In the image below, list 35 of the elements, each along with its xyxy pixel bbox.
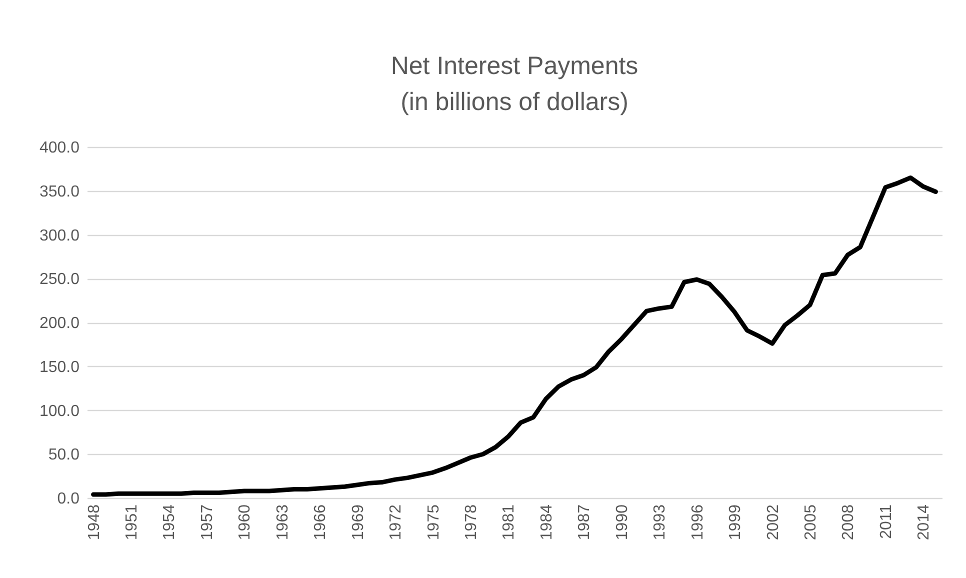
x-tick-label: 1972 xyxy=(388,504,405,540)
x-tick-label: 2008 xyxy=(840,504,858,540)
x-tick-label: 1957 xyxy=(198,504,216,540)
x-tick-label: 1975 xyxy=(425,504,442,540)
y-tick-label: 250.0 xyxy=(39,271,80,288)
x-tick-label: 1981 xyxy=(500,504,518,540)
x-tick-label: 1948 xyxy=(86,504,103,540)
y-tick-label: 200.0 xyxy=(39,315,80,332)
x-tick-label: 1999 xyxy=(727,504,744,540)
y-tick-label: 100.0 xyxy=(39,402,80,420)
x-tick-label: 1963 xyxy=(274,504,292,540)
text: Net Interest Payments xyxy=(390,52,638,80)
x-tick-label: 1951 xyxy=(124,504,141,540)
y-tick-label: 150.0 xyxy=(39,358,80,376)
x-tick-label: 2005 xyxy=(802,504,820,540)
x-tick-label: 1978 xyxy=(462,504,480,540)
y-tick-label: 350.0 xyxy=(39,183,80,200)
x-tick-label: 1960 xyxy=(236,504,254,540)
x-tick-label: 1987 xyxy=(576,504,594,540)
x-tick-label: 1996 xyxy=(689,504,706,540)
x-tick-label: 1984 xyxy=(538,504,556,540)
x-tick-label: 1969 xyxy=(350,504,367,540)
y-tick-label: 400.0 xyxy=(39,140,80,156)
x-tick-label: 2002 xyxy=(764,504,782,540)
x-tick-label: 2014 xyxy=(916,504,933,540)
line-series xyxy=(91,175,938,497)
x-tick-label: 1954 xyxy=(161,504,178,540)
text: (in billions of dollars) xyxy=(400,88,628,116)
x-tick-label: 2011 xyxy=(878,504,895,539)
x-tick-label: 1993 xyxy=(652,504,669,540)
y-tick-label: 300.0 xyxy=(39,227,80,244)
x-tick-label: 1966 xyxy=(312,504,330,540)
y-tick-label: 0.0 xyxy=(57,490,80,508)
y-tick-label: 50.0 xyxy=(48,446,80,464)
x-tick-label: 1990 xyxy=(614,504,631,540)
